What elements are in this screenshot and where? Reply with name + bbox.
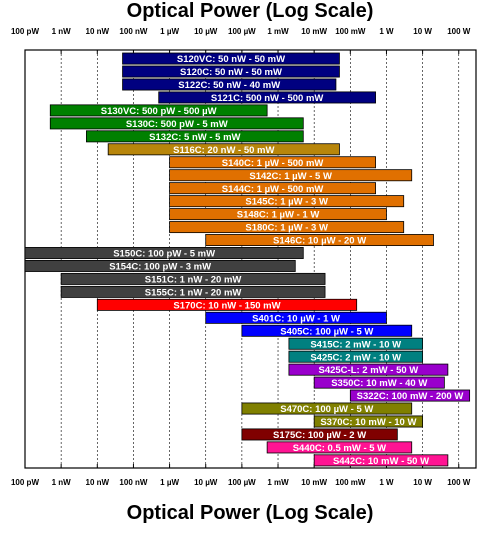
bar-label: S442C: 10 mW - 50 W bbox=[333, 456, 429, 467]
bar bbox=[241, 428, 398, 441]
x-tick-label-bottom: 1 mW bbox=[267, 478, 289, 487]
bar bbox=[288, 350, 424, 363]
bar-label: S322C: 100 mW - 200 W bbox=[357, 391, 464, 402]
bar-label: S401C: 10 µW - 1 W bbox=[252, 313, 340, 324]
x-tick-label-top: 100 W bbox=[447, 27, 471, 36]
x-tick-label-top: 100 µW bbox=[228, 27, 256, 36]
bar bbox=[24, 247, 304, 259]
x-tick-label-bottom: 100 pW bbox=[11, 478, 39, 487]
bar-label: S144C: 1 µW - 500 mW bbox=[222, 184, 324, 195]
bar bbox=[288, 337, 424, 350]
bar-label: S175C: 100 µW - 2 W bbox=[273, 430, 366, 441]
bar bbox=[107, 143, 340, 156]
bar bbox=[96, 298, 358, 311]
bar bbox=[24, 259, 296, 272]
bar bbox=[49, 117, 304, 130]
bar bbox=[266, 441, 413, 454]
bar bbox=[241, 402, 413, 415]
x-tick-label-top: 1 µW bbox=[160, 27, 179, 36]
x-tick-label-top: 10 nW bbox=[86, 27, 110, 36]
x-tick-label-bottom: 10 nW bbox=[86, 478, 110, 487]
bar-label: S132C: 5 nW - 5 mW bbox=[149, 132, 240, 143]
bar bbox=[122, 78, 337, 91]
x-tick-label-bottom: 100 mW bbox=[335, 478, 366, 487]
bar bbox=[86, 130, 304, 143]
bar-label: S415C: 2 mW - 10 W bbox=[310, 339, 401, 350]
bar bbox=[169, 221, 405, 234]
bar-label: S470C: 100 µW - 5 W bbox=[280, 404, 373, 415]
bar-label: S116C: 20 nW - 50 mW bbox=[173, 145, 274, 156]
bar-label: S122C: 50 nW - 40 mW bbox=[178, 80, 280, 91]
x-tick-label-top: 100 pW bbox=[11, 27, 39, 36]
x-tick-label-top: 1 W bbox=[379, 27, 394, 36]
bar-label: S146C: 10 µW - 20 W bbox=[273, 236, 366, 247]
bar bbox=[122, 52, 340, 65]
x-tick-label-top: 1 mW bbox=[267, 27, 289, 36]
bar-label: S130VC: 500 pW - 500 µW bbox=[101, 106, 217, 117]
bar-label: S350C: 10 mW - 40 W bbox=[331, 378, 427, 389]
bar-label: S120C: 50 nW - 50 mW bbox=[180, 67, 282, 78]
x-tick-label-bottom: 100 nW bbox=[119, 478, 147, 487]
bar-label: S130C: 500 pW - 5 mW bbox=[126, 119, 228, 130]
bar-label: S440C: 0.5 mW - 5 W bbox=[293, 443, 386, 454]
bar-label: S150C: 100 pW - 5 mW bbox=[113, 249, 215, 260]
x-tick-label-bottom: 10 W bbox=[413, 478, 432, 487]
bar-label: S154C: 100 pW - 3 mW bbox=[109, 262, 211, 273]
bar-label: S140C: 1 µW - 500 mW bbox=[222, 158, 324, 169]
bar bbox=[169, 195, 405, 208]
bar bbox=[313, 376, 445, 389]
bar bbox=[349, 389, 471, 402]
x-axis-title: Optical Power (Log Scale) bbox=[126, 502, 374, 524]
bar-label: S148C: 1 µW - 1 W bbox=[237, 210, 320, 221]
bar-label: S405C: 100 µW - 5 W bbox=[280, 326, 373, 337]
bar bbox=[288, 363, 449, 376]
bar bbox=[49, 104, 268, 117]
x-tick-label-bottom: 1 nW bbox=[52, 478, 72, 487]
bar-label: S370C: 10 mW - 10 W bbox=[320, 417, 416, 428]
bar-label: S120VC: 50 nW - 50 mW bbox=[177, 54, 285, 65]
bar bbox=[169, 182, 376, 195]
x-tick-label-bottom: 10 mW bbox=[301, 478, 327, 487]
bar bbox=[205, 311, 387, 324]
bar bbox=[241, 324, 413, 337]
bar-label: S151C: 1 nW - 20 mW bbox=[145, 275, 242, 286]
bar-label: S180C: 1 µW - 3 W bbox=[245, 223, 328, 234]
bar bbox=[122, 65, 340, 78]
bar-label: S142C: 1 µW - 5 W bbox=[249, 171, 332, 182]
bar bbox=[60, 272, 326, 285]
bar bbox=[169, 169, 413, 182]
x-tick-label-top: 10 W bbox=[413, 27, 432, 36]
x-tick-label-top: 100 mW bbox=[335, 27, 366, 36]
bar-label: S425C: 2 mW - 10 W bbox=[310, 352, 401, 363]
x-tick-label-top: 100 nW bbox=[119, 27, 147, 36]
bar-label: S425C-L: 2 mW - 50 W bbox=[318, 365, 418, 376]
bar-label: S145C: 1 µW - 3 W bbox=[245, 197, 328, 208]
bar bbox=[313, 454, 449, 467]
bar bbox=[205, 234, 434, 247]
x-tick-label-bottom: 100 W bbox=[447, 478, 471, 487]
bar bbox=[60, 285, 326, 298]
x-tick-label-bottom: 100 µW bbox=[228, 478, 256, 487]
bar-label: S170C: 10 nW - 150 mW bbox=[173, 300, 280, 311]
bar bbox=[313, 415, 424, 428]
bar-label: S121C: 500 nW - 500 mW bbox=[211, 93, 323, 104]
bar bbox=[169, 208, 387, 221]
bar-label: S155C: 1 nW - 20 mW bbox=[145, 287, 242, 298]
x-tick-label-top: 10 µW bbox=[194, 27, 218, 36]
bar bbox=[169, 156, 376, 169]
x-tick-label-top: 1 nW bbox=[52, 27, 72, 36]
x-tick-label-bottom: 10 µW bbox=[194, 478, 218, 487]
bar bbox=[158, 91, 376, 104]
x-tick-label-bottom: 1 µW bbox=[160, 478, 179, 487]
x-tick-label-bottom: 1 W bbox=[379, 478, 394, 487]
x-tick-label-top: 10 mW bbox=[301, 27, 327, 36]
chart-title: Optical Power (Log Scale) bbox=[126, 0, 374, 22]
